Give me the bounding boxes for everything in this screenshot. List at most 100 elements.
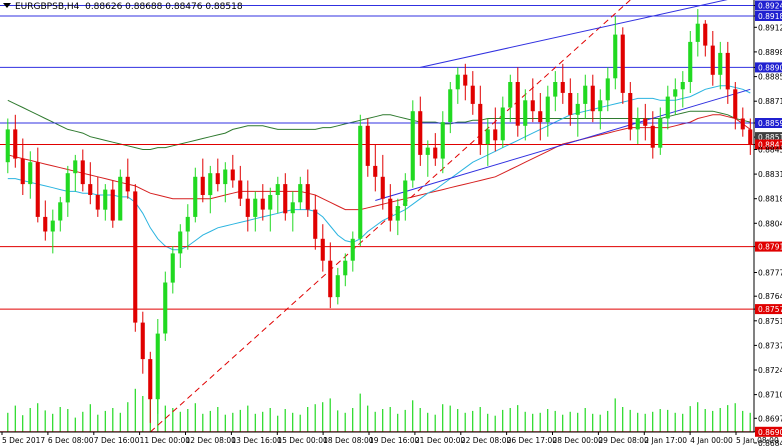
- candle-body: [418, 111, 423, 155]
- candle-body: [403, 180, 408, 206]
- volume-bar: [389, 407, 391, 432]
- volume-bar: [682, 413, 684, 432]
- candle-body: [538, 111, 543, 123]
- candle-body: [410, 111, 415, 181]
- volume-bar: [127, 402, 129, 432]
- volume-bar: [494, 415, 496, 432]
- candle-body: [718, 52, 723, 75]
- x-tick-label: 5 Dec 2017: [2, 436, 45, 445]
- volume-bar: [59, 407, 61, 432]
- candle-body: [710, 45, 715, 75]
- volume-bar: [172, 408, 174, 432]
- candle-body: [260, 198, 265, 210]
- volume-bar: [614, 398, 616, 432]
- x-tick-label: 15 Dec 00:00: [277, 436, 328, 445]
- y-price-label-box: [755, 132, 782, 143]
- candle-body: [388, 198, 393, 221]
- candle-body: [95, 195, 100, 210]
- candle-body: [425, 147, 430, 155]
- volume-bar: [44, 410, 46, 432]
- volume-bar: [629, 409, 631, 432]
- candle-body: [560, 82, 565, 93]
- collapse-triangle-icon[interactable]: [3, 3, 11, 8]
- candle-body: [88, 184, 93, 195]
- candle-body: [500, 107, 505, 141]
- x-tick-label: 11 Dec 00:00: [140, 436, 191, 445]
- volume-bar: [157, 398, 159, 432]
- candle-body: [35, 162, 40, 217]
- volume-bar: [359, 393, 361, 432]
- candle-body: [725, 52, 730, 90]
- y-tick-label: 0.88045: [758, 219, 782, 228]
- volume-bar: [292, 412, 294, 432]
- volume-bar: [442, 404, 444, 432]
- symbol-label: EURGBPSB,H4: [15, 2, 80, 12]
- candle-body: [215, 173, 220, 185]
- volume-bar: [464, 412, 466, 432]
- volume-bar: [412, 400, 414, 432]
- y-tick-label: 0.88518: [758, 133, 782, 142]
- volume-bar: [164, 405, 166, 432]
- volume-bar: [554, 410, 556, 432]
- volume-bar: [449, 405, 451, 432]
- volume-bar: [97, 414, 99, 432]
- candle-body: [688, 41, 693, 82]
- volume-bar: [284, 409, 286, 432]
- candle-body: [643, 118, 648, 126]
- candle-body: [373, 165, 378, 177]
- candle-body: [328, 260, 333, 298]
- volume-bar: [14, 405, 16, 432]
- volume-bar: [269, 408, 271, 432]
- candle-body: [523, 100, 528, 126]
- y-tick-label: 0.87917: [758, 243, 782, 252]
- candle-body: [298, 184, 303, 203]
- volume-bar: [584, 408, 586, 432]
- volume-bar: [592, 413, 594, 432]
- candle-body: [200, 176, 205, 195]
- candles: [5, 9, 753, 423]
- volume-bar: [239, 409, 241, 432]
- volume-bar: [67, 409, 69, 432]
- volume-bar: [509, 408, 511, 432]
- candle-body: [133, 191, 138, 323]
- volume-bar: [667, 409, 669, 432]
- volume-bar: [329, 398, 331, 432]
- volume-bar: [599, 414, 601, 432]
- candle-body: [193, 176, 198, 217]
- volume-bar: [697, 402, 699, 432]
- candle-body: [65, 173, 70, 203]
- lower-channel-line: [375, 88, 751, 201]
- candle-body: [590, 85, 595, 112]
- volume-bar: [112, 408, 114, 432]
- candle-body: [703, 23, 708, 46]
- y-price-label-box: [755, 241, 782, 252]
- candle-body: [43, 216, 48, 232]
- volume-bar: [314, 404, 316, 432]
- ohlc-readout: 0.88626 0.88688 0.88476 0.88518: [85, 2, 243, 12]
- candle-body: [110, 189, 115, 221]
- volume-bar: [187, 409, 189, 432]
- volume-bar: [644, 413, 646, 432]
- x-tick-label: 4 Jan 00:00: [690, 436, 733, 445]
- candle-body: [575, 103, 580, 115]
- volume-bar: [74, 417, 76, 432]
- volume-bar: [704, 409, 706, 432]
- volume-bar: [727, 405, 729, 432]
- candle-body: [395, 206, 400, 221]
- volume-bar: [562, 414, 564, 432]
- candle-body: [5, 129, 10, 163]
- x-tick-label: 13 Dec 16:00: [231, 436, 282, 445]
- volume-bar: [659, 409, 661, 432]
- volume-bars: [7, 388, 751, 432]
- y-tick-label: 0.86901: [758, 428, 782, 437]
- volume-bar: [344, 412, 346, 432]
- volume-bar: [367, 405, 369, 432]
- candle-body: [470, 85, 475, 104]
- volume-bar: [397, 413, 399, 432]
- candle-body: [320, 238, 325, 261]
- candle-body: [178, 231, 183, 254]
